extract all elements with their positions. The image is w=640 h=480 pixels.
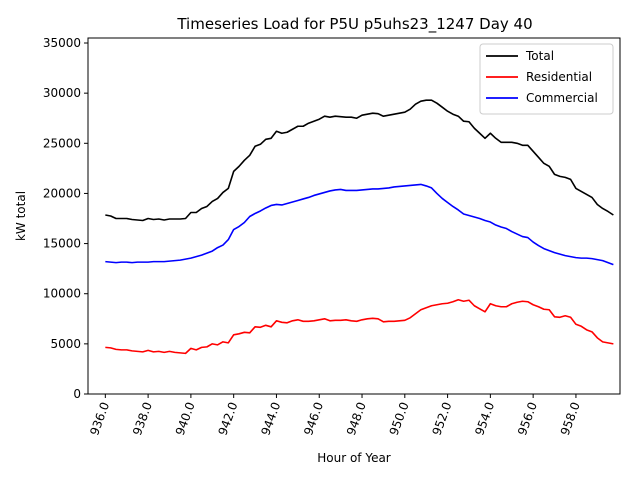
x-tick-label: 948.0 xyxy=(344,400,369,437)
y-axis-label: kW total xyxy=(14,191,28,241)
x-tick-label: 942.0 xyxy=(216,400,241,437)
legend-label-commercial: Commercial xyxy=(526,91,598,105)
x-tick-label: 946.0 xyxy=(301,400,326,437)
x-axis: 936.0 938.0 940.0 942.0 944.0 946.0 948.0 950.0… xyxy=(87,394,583,437)
y-tick-label: 35000 xyxy=(43,36,81,50)
x-tick-label: 958.0 xyxy=(558,400,583,437)
series-line-total xyxy=(105,99,614,222)
x-tick-label: 938.0 xyxy=(130,400,155,437)
plot-area xyxy=(105,99,614,355)
legend: Total Residential Commercial xyxy=(479,43,614,115)
y-tick-label: 0 xyxy=(73,387,81,401)
series-line-commercial xyxy=(105,183,614,266)
chart-title: Timeseries Load for P5U p5uhs23_1247 Day… xyxy=(176,15,532,34)
plot-frame xyxy=(87,37,621,395)
series-line-residential xyxy=(105,298,614,355)
legend-label-total: Total xyxy=(525,49,554,63)
y-axis: 0 5000 10000 15000 20000 25000 30000 35000 xyxy=(43,36,88,401)
y-tick-label: 25000 xyxy=(43,136,81,150)
x-axis-label: Hour of Year xyxy=(317,451,391,465)
x-tick-label: 944.0 xyxy=(258,400,283,437)
x-tick-label: 952.0 xyxy=(429,400,454,437)
y-tick-label: 20000 xyxy=(43,186,81,200)
x-tick-label: 950.0 xyxy=(387,400,412,437)
x-tick-label: 940.0 xyxy=(173,400,198,437)
legend-box xyxy=(479,43,614,115)
y-tick-label: 10000 xyxy=(43,287,81,301)
x-tick-label: 936.0 xyxy=(87,400,112,437)
y-tick-label: 15000 xyxy=(43,237,81,251)
y-tick-label: 5000 xyxy=(50,337,81,351)
legend-label-residential: Residential xyxy=(526,70,592,84)
x-tick-label: 956.0 xyxy=(515,400,540,437)
x-tick-label: 954.0 xyxy=(472,400,497,437)
y-tick-label: 30000 xyxy=(43,86,81,100)
